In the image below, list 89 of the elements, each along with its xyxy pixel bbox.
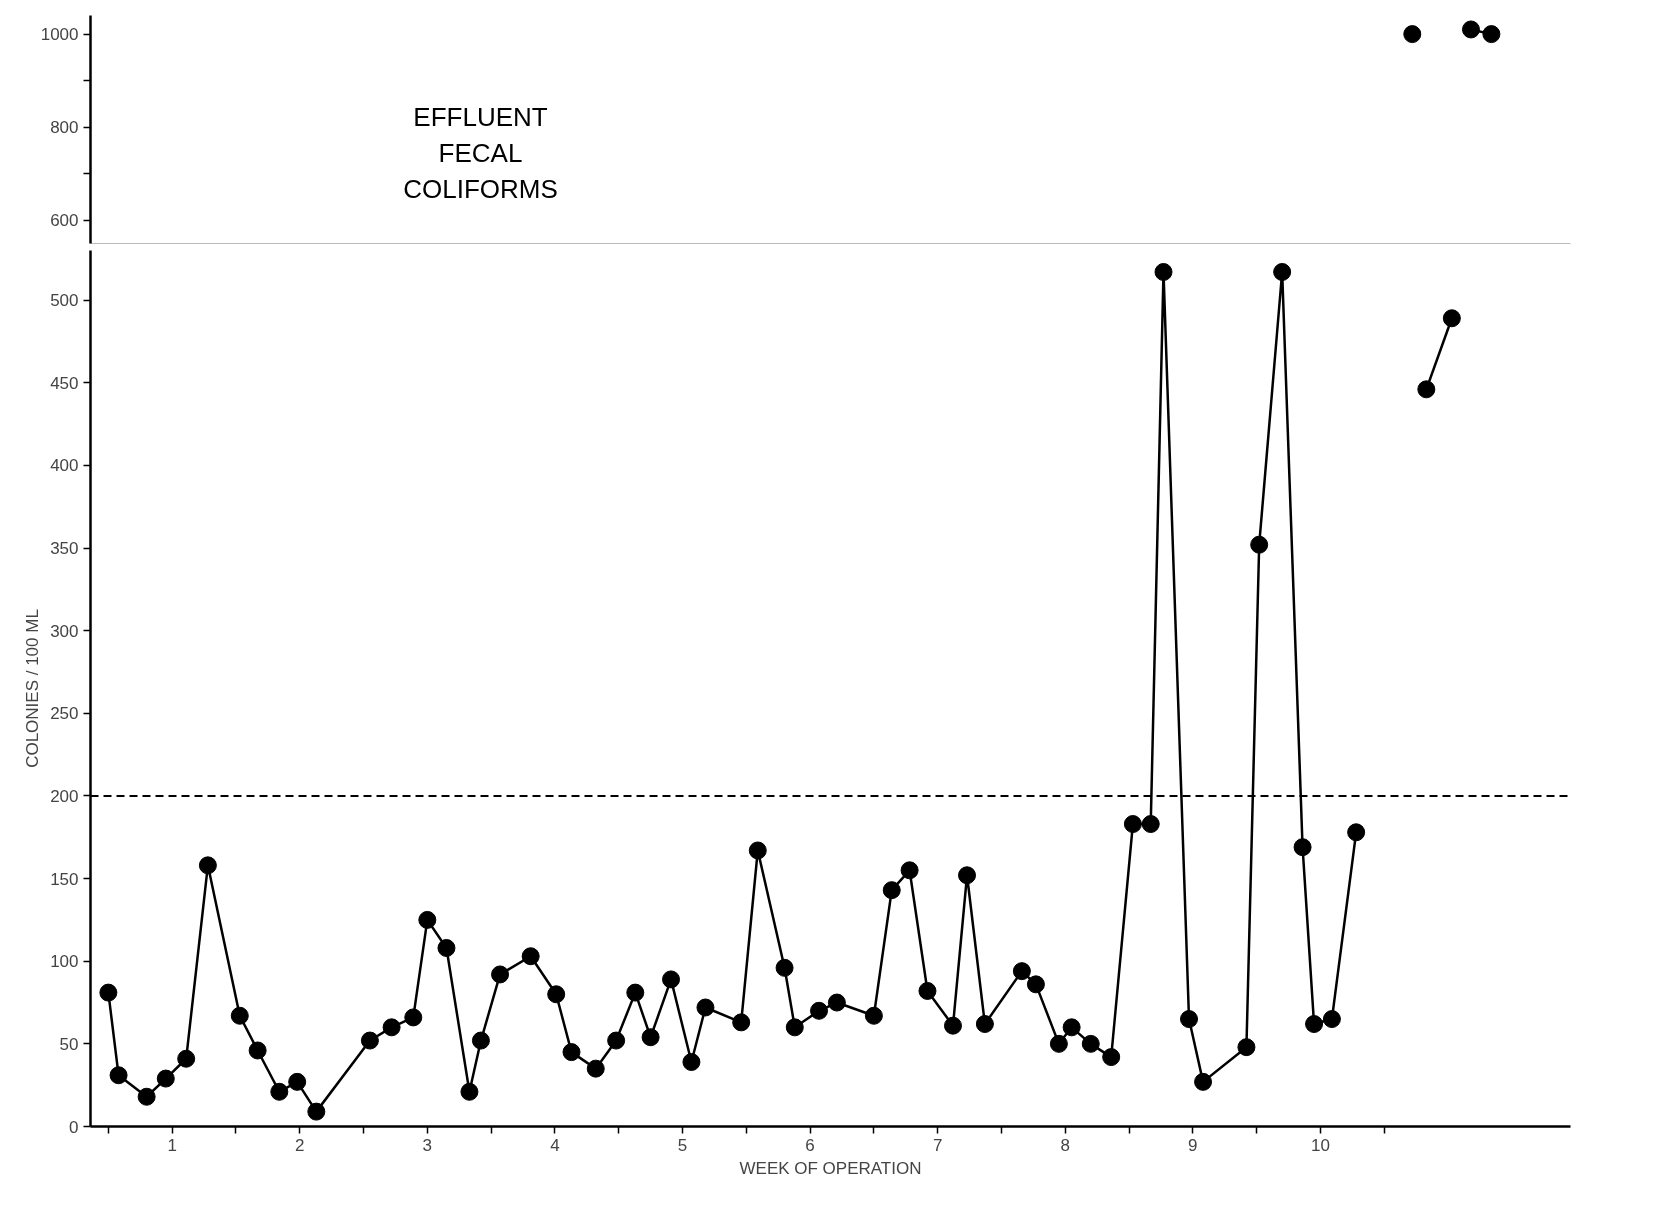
point: [882, 881, 901, 900]
y-tick-label: 300: [50, 621, 79, 641]
point: [288, 1072, 307, 1091]
point: [1273, 263, 1292, 281]
point: [491, 965, 510, 984]
point: [1180, 1010, 1199, 1029]
point: [662, 970, 681, 989]
point: [547, 985, 566, 1004]
point: [607, 1031, 626, 1050]
point: [460, 1082, 479, 1101]
point: [586, 1059, 605, 1078]
point: [1293, 838, 1312, 857]
point: [785, 1018, 804, 1037]
point: [230, 1006, 249, 1025]
x-tick-label: 7: [932, 1135, 943, 1155]
point: [682, 1053, 701, 1072]
point: [1194, 1072, 1213, 1091]
point: [1081, 1034, 1100, 1053]
point: [918, 981, 937, 1000]
y-tick-label: 800: [50, 118, 79, 138]
point: [732, 1013, 751, 1032]
point: [404, 1008, 423, 1027]
y-tick-label: 600: [50, 211, 79, 231]
y-tick-label: 0: [69, 1117, 79, 1137]
point: [137, 1087, 156, 1106]
point: [307, 1102, 326, 1121]
y-tick-label: 450: [50, 373, 79, 393]
y-tick-label: 100: [50, 952, 79, 972]
y-tick-label: 1000: [40, 25, 79, 45]
point: [1123, 815, 1142, 834]
x-axis-title: WEEK OF OPERATION: [739, 1158, 922, 1178]
point: [626, 983, 645, 1002]
point: [156, 1069, 175, 1088]
point: [1012, 962, 1031, 981]
point: [109, 1066, 128, 1085]
x-tick-label: 4: [550, 1135, 560, 1155]
text: EFFLUENT FECAL COLIFORMS: [403, 101, 558, 204]
point: [418, 910, 437, 929]
y-tick-label: 350: [50, 539, 79, 559]
point: [1322, 1010, 1341, 1029]
y-tick-label: 50: [59, 1034, 79, 1054]
point: [864, 1006, 883, 1025]
point: [943, 1016, 962, 1035]
point: [810, 1001, 829, 1020]
point: [641, 1028, 660, 1047]
x-tick-label: 1: [167, 1135, 177, 1155]
y-tick-label: 500: [50, 291, 79, 311]
y-tick-label: 250: [50, 704, 79, 724]
y-tick-label: 150: [50, 869, 79, 889]
point: [437, 939, 456, 957]
x-tick-label: 5: [677, 1135, 688, 1155]
point: [827, 993, 846, 1012]
y-tick-label: 400: [50, 456, 79, 476]
x-tick-label: 9: [1188, 1135, 1198, 1155]
point: [360, 1031, 379, 1050]
point: [1154, 263, 1173, 281]
x-tick-label: 8: [1060, 1135, 1070, 1155]
point: [248, 1041, 267, 1060]
point: [562, 1043, 581, 1062]
x-tick-label: 6: [805, 1135, 815, 1155]
point: [177, 1049, 196, 1068]
point: [99, 983, 118, 1002]
point: [270, 1082, 289, 1101]
y-tick-label: 200: [50, 786, 79, 806]
x-tick-label: 10: [1310, 1135, 1330, 1155]
point: [1305, 1015, 1324, 1034]
point: [1347, 823, 1366, 842]
y-axis-title: COLONIES / 100 ML: [23, 609, 43, 768]
point: [1062, 1018, 1081, 1037]
point: [1442, 309, 1461, 328]
point: [1141, 815, 1160, 834]
point: [696, 998, 715, 1017]
point: [958, 866, 977, 885]
point: [748, 841, 767, 860]
x-tick-label: 2: [295, 1135, 305, 1155]
point: [471, 1031, 490, 1050]
point: [1417, 380, 1436, 399]
point: [1026, 975, 1045, 994]
point: [900, 861, 919, 880]
x-tick-label: 3: [422, 1135, 433, 1155]
point: [521, 947, 540, 966]
point: [382, 1018, 401, 1037]
point: [975, 1015, 994, 1034]
point: [198, 856, 217, 875]
point: [1049, 1034, 1068, 1053]
point: [1102, 1048, 1121, 1067]
point: [775, 958, 794, 977]
point: [1250, 535, 1269, 554]
point: [1237, 1038, 1256, 1057]
